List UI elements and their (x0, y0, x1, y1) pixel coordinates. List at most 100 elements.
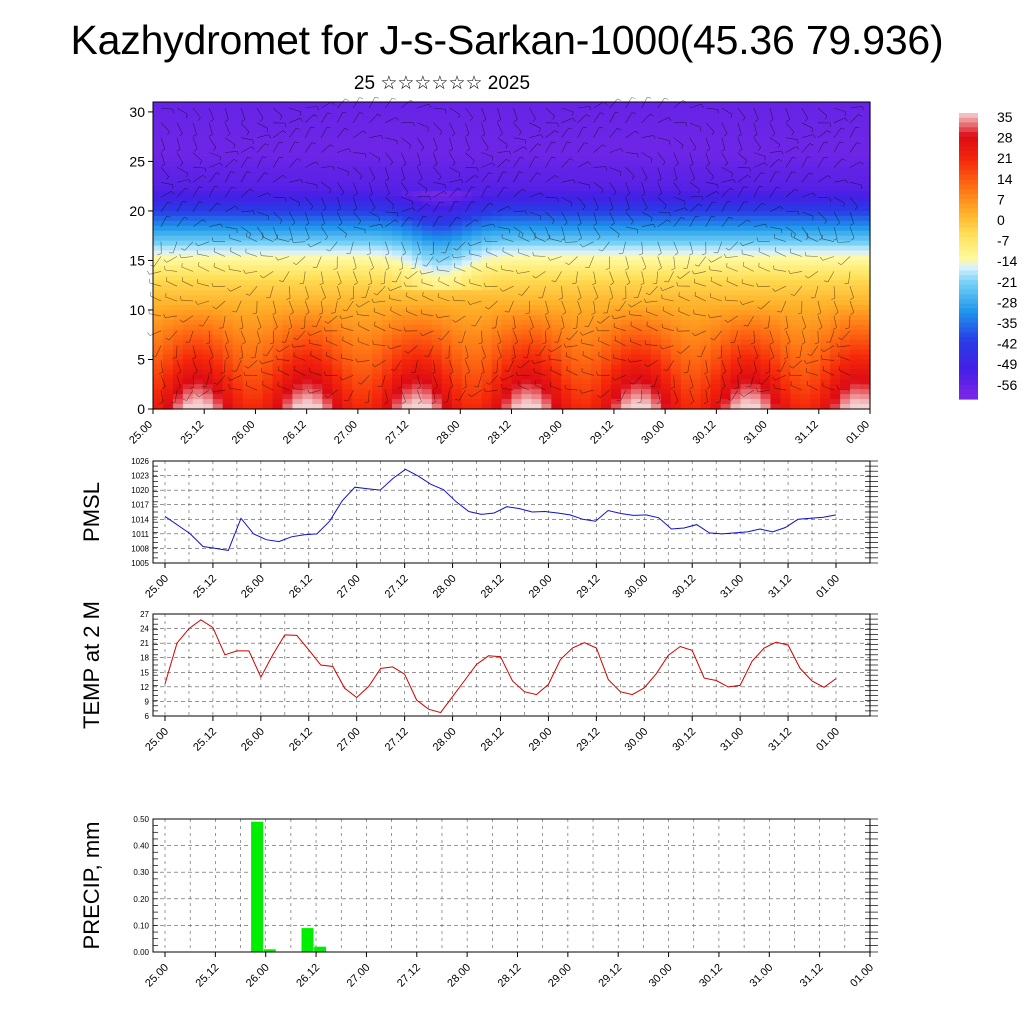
y-tick-label: 0.10 (133, 921, 149, 930)
colorbar-label: 28 (997, 130, 1013, 146)
pmsl-series-line (164, 468, 837, 551)
y-tick-label: 1017 (131, 501, 149, 510)
colorbar-label: -14 (997, 253, 1017, 269)
colorbar-label: -49 (997, 356, 1017, 372)
x-tick-label: 26.12 (294, 962, 322, 990)
x-tick-label: 29.12 (575, 573, 603, 601)
x-tick-label: 29.12 (588, 419, 616, 447)
x-tick-label: 30.00 (622, 726, 650, 754)
y-tick-label: 27 (140, 610, 149, 619)
x-tick-label: 31.00 (742, 419, 770, 447)
x-tick-label: 26.00 (239, 573, 267, 601)
x-tick-label: 26.00 (239, 726, 267, 754)
y-tick-label: 20 (129, 203, 145, 219)
x-tick-label: 25.00 (143, 726, 171, 754)
y-tick-label: 15 (140, 668, 149, 677)
precip-bar (263, 949, 276, 952)
x-tick-label: 25.00 (143, 573, 171, 601)
x-tick-label: 25.00 (143, 962, 171, 990)
x-tick-label: 30.00 (622, 573, 650, 601)
x-tick-label: 31.00 (718, 726, 746, 754)
x-tick-label: 29.12 (596, 962, 624, 990)
x-tick-label: 01.00 (814, 573, 842, 601)
wind-barbs (147, 97, 864, 405)
x-tick-label: 30.12 (670, 573, 698, 601)
pmsl-panel: 1005 1008 1011 1014 1017 1020 1023 1026 25.00 25.… (79, 457, 878, 601)
y-axis-title: PMSL (79, 482, 104, 542)
x-tick-label: 01.00 (848, 962, 876, 990)
x-tick-label: 27.12 (383, 419, 411, 447)
y-tick-label: 1020 (131, 486, 149, 495)
x-tick-label: 29.00 (527, 726, 555, 754)
x-tick-label: 29.12 (575, 726, 603, 754)
x-tick-label: 31.12 (798, 962, 826, 990)
x-tick-label: 27.12 (383, 726, 411, 754)
x-tick-label: 01.00 (844, 419, 872, 447)
y-tick-label: 0.30 (133, 868, 149, 877)
y-tick-label: 25 (129, 153, 145, 169)
x-tick-label: 28.12 (486, 419, 514, 447)
y-tick-label: 1026 (131, 457, 149, 466)
x-tick-label: 26.12 (287, 573, 315, 601)
y-axis-title: TEMP at 2 M (79, 601, 104, 729)
x-tick-label: 26.00 (244, 962, 272, 990)
x-tick-label: 25.00 (127, 419, 155, 447)
x-tick-label: 27.00 (345, 962, 373, 990)
y-tick-label: 0.40 (133, 842, 149, 851)
precip-bar (251, 821, 264, 952)
x-tick-label: 26.12 (281, 419, 309, 447)
colorbar-label: 14 (997, 171, 1013, 187)
colorbar-label: 21 (997, 150, 1013, 166)
x-tick-label: 30.12 (670, 726, 698, 754)
y-tick-label: 0 (137, 401, 145, 417)
y-tick-label: 12 (140, 683, 149, 692)
x-tick-label: 26.12 (287, 726, 315, 754)
colorbar-label: -56 (997, 377, 1017, 393)
x-tick-label: 30.00 (647, 962, 675, 990)
colorbar-label: -28 (997, 294, 1017, 310)
y-tick-label: 1005 (131, 559, 149, 568)
x-tick-label: 28.00 (445, 962, 473, 990)
x-tick-label: 30.00 (639, 419, 667, 447)
colorbar-label: -7 (997, 233, 1010, 249)
x-tick-label: 28.00 (434, 419, 462, 447)
y-tick-label: 0.50 (133, 815, 149, 824)
y-tick-label: 5 (137, 351, 145, 367)
colorbar-label: 0 (997, 212, 1005, 228)
y-tick-label: 9 (145, 697, 150, 706)
x-tick-label: 28.12 (496, 962, 524, 990)
colorbar-label: -42 (997, 336, 1017, 352)
y-tick-label: 18 (140, 654, 149, 663)
precip-bar (301, 928, 314, 952)
x-tick-label: 01.00 (814, 726, 842, 754)
colorbar: 35 28 21 14 7 0 -7 -14 -21 -28 -35 -42 -49 -56 (959, 109, 1017, 400)
x-tick-label: 31.12 (766, 573, 794, 601)
x-tick-label: 28.12 (479, 726, 507, 754)
temp-panel: 6 9 12 15 18 21 24 27 25.00 25.12 26.00 26.12 27.00 2… (79, 601, 878, 754)
x-tick-label: 28.12 (479, 573, 507, 601)
colorbar-label: 7 (997, 191, 1005, 207)
x-tick-label: 31.00 (747, 962, 775, 990)
x-tick-label: 27.00 (335, 573, 363, 601)
x-tick-label: 30.12 (691, 419, 719, 447)
y-axis-title: PRECIP, mm (79, 822, 104, 950)
y-tick-label: 30 (129, 104, 145, 120)
x-tick-label: 26.00 (230, 419, 258, 447)
x-tick-label: 27.12 (395, 962, 423, 990)
colorbar-label: 35 (997, 109, 1013, 125)
x-tick-label: 28.00 (431, 726, 459, 754)
page-title: Kazhydromet for J-s-Sarkan-1000(45.36 79… (70, 17, 944, 63)
cross-section-field (153, 102, 871, 410)
y-tick-label: 0.20 (133, 895, 149, 904)
x-tick-label: 31.12 (793, 419, 821, 447)
chart-subtitle: 25 ☆☆☆☆☆☆ 2025 (353, 73, 531, 94)
y-tick-label: 6 (145, 712, 150, 721)
x-tick-label: 31.00 (718, 573, 746, 601)
x-tick-label: 25.12 (178, 419, 206, 447)
x-tick-label: 29.00 (537, 419, 565, 447)
colorbar-label: -35 (997, 315, 1017, 331)
x-tick-label: 27.00 (335, 726, 363, 754)
pmsl-frame (152, 460, 871, 564)
x-tick-label: 31.12 (766, 726, 794, 754)
